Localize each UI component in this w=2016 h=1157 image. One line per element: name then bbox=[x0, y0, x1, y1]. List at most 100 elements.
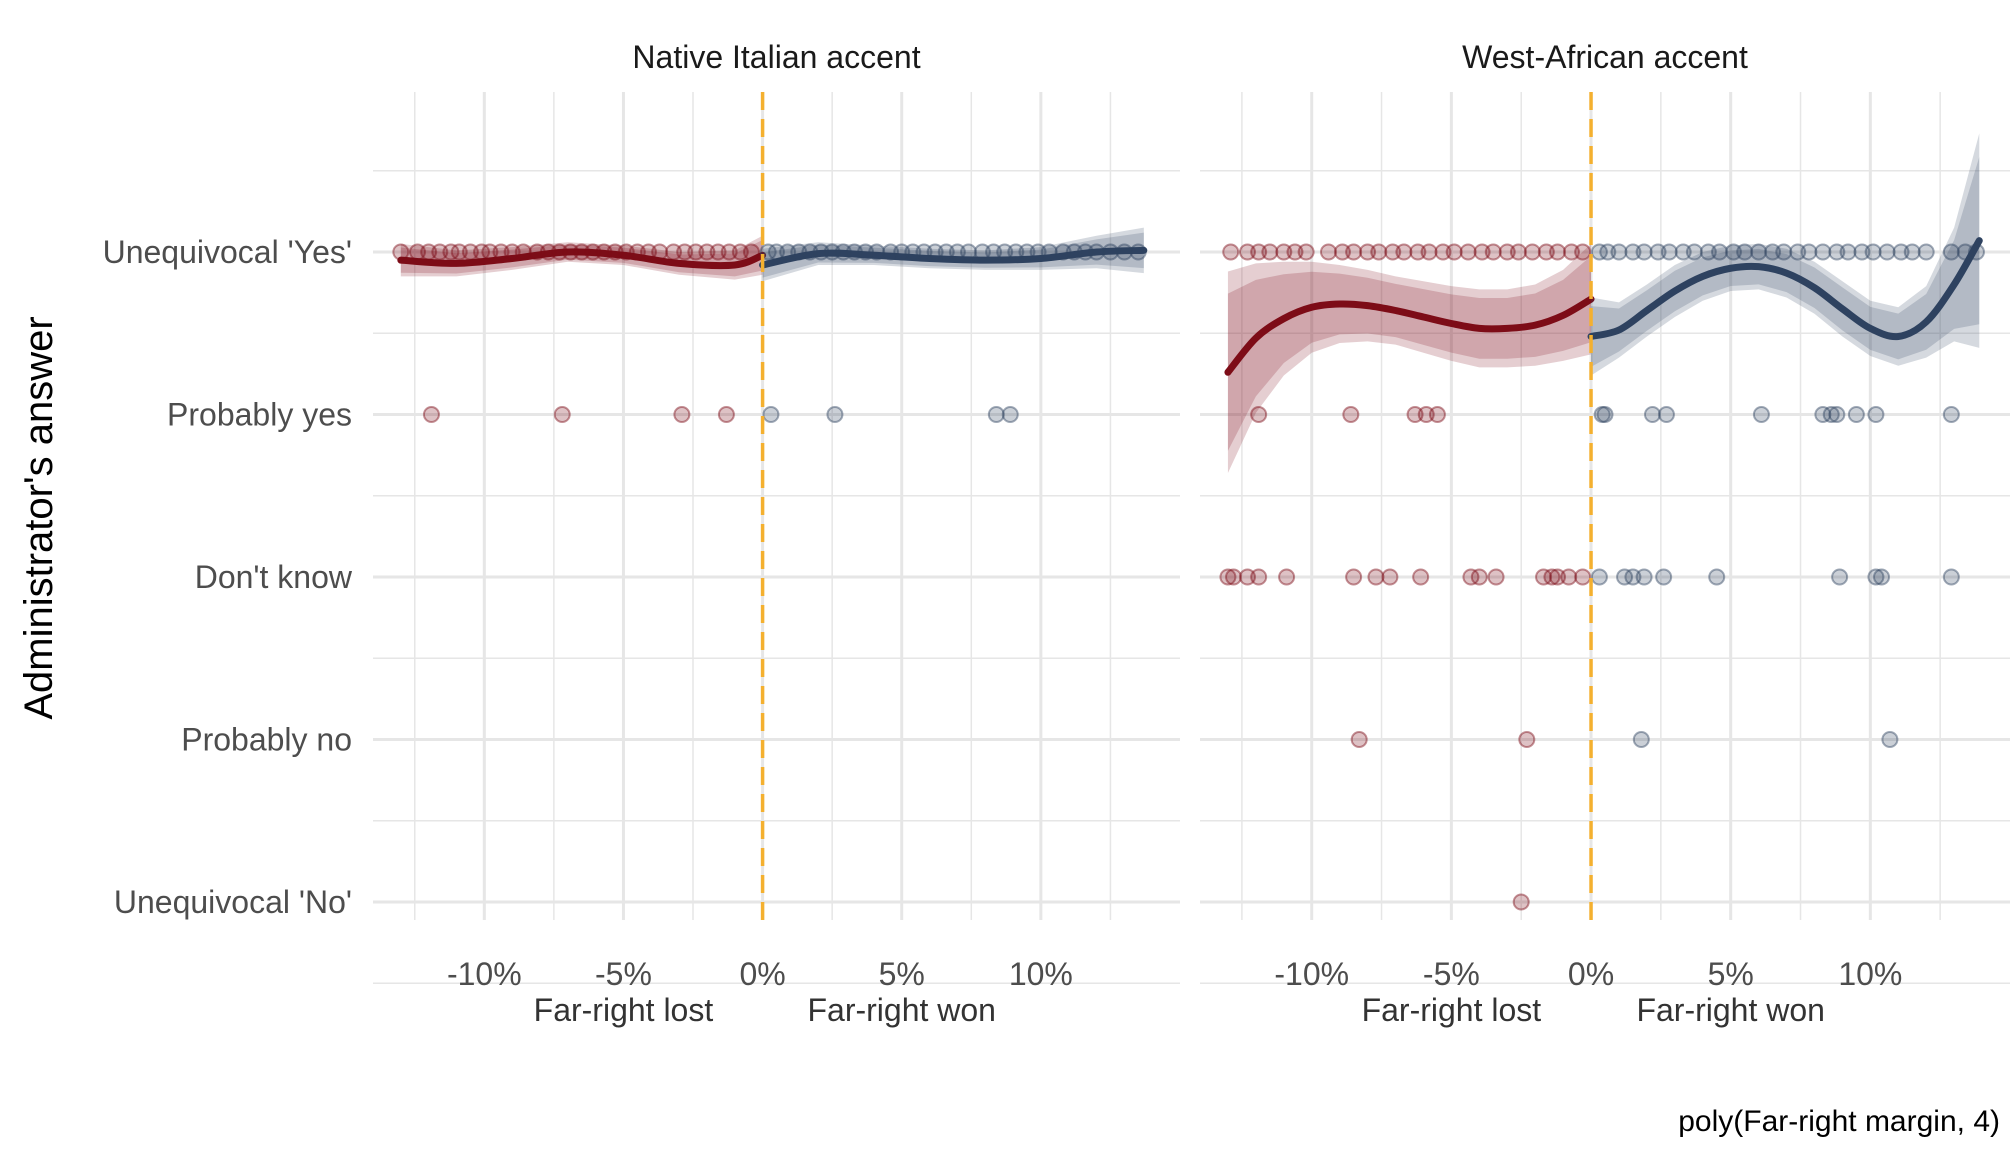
confidence-band-outer bbox=[400, 235, 763, 280]
data-point bbox=[937, 243, 955, 261]
data-point bbox=[1238, 243, 1256, 261]
data-point bbox=[1115, 243, 1133, 261]
fit-line bbox=[1224, 295, 1595, 376]
data-point bbox=[1001, 406, 1019, 423]
data-point bbox=[1814, 406, 1832, 423]
data-point bbox=[673, 406, 691, 423]
x-tick-label: -5% bbox=[595, 956, 652, 992]
data-point bbox=[882, 243, 900, 261]
data-point bbox=[1406, 406, 1424, 423]
data-point bbox=[1822, 406, 1840, 423]
data-point bbox=[481, 243, 499, 261]
facet-panels: Native Italian accent -10% -5% 0% 5% 10% Far-r… bbox=[373, 39, 2010, 1028]
data-point bbox=[392, 243, 410, 261]
data-point bbox=[1417, 406, 1435, 423]
confidence-band-outer bbox=[1591, 133, 1980, 376]
data-point bbox=[1942, 406, 1960, 423]
data-point bbox=[1635, 243, 1653, 261]
data-point bbox=[1076, 243, 1094, 261]
data-point bbox=[904, 243, 922, 261]
data-point bbox=[698, 243, 716, 261]
data-point bbox=[1345, 243, 1363, 261]
data-point bbox=[1535, 568, 1553, 586]
data-point bbox=[1685, 243, 1703, 261]
data-point bbox=[1635, 568, 1653, 586]
facet-title: Native Italian accent bbox=[632, 39, 920, 75]
data-point bbox=[553, 406, 571, 423]
data-point bbox=[539, 243, 557, 261]
fit-line bbox=[397, 248, 767, 270]
data-point bbox=[1864, 243, 1882, 261]
data-point bbox=[1395, 243, 1413, 261]
data-point bbox=[857, 243, 875, 261]
data-point bbox=[1065, 243, 1083, 261]
data-point bbox=[1596, 406, 1614, 423]
data-point bbox=[606, 243, 624, 261]
data-point bbox=[960, 243, 978, 261]
data-point bbox=[1593, 406, 1611, 423]
confidence-band-inner bbox=[762, 232, 1144, 278]
data-point bbox=[1462, 568, 1480, 586]
x-tick-label: 5% bbox=[1708, 956, 1754, 992]
data-point bbox=[1018, 243, 1036, 261]
data-point bbox=[1624, 243, 1642, 261]
data-point bbox=[1967, 243, 1985, 261]
confidence-band-outer bbox=[1227, 243, 1592, 473]
data-point bbox=[550, 243, 568, 261]
data-point bbox=[1537, 243, 1555, 261]
x-tick-label: -10% bbox=[1274, 956, 1349, 992]
data-point bbox=[1764, 243, 1782, 261]
data-point bbox=[1129, 243, 1147, 261]
x-tick-label: 0% bbox=[1568, 956, 1614, 992]
data-point bbox=[1342, 406, 1360, 423]
y-tick-label: Don't know bbox=[195, 559, 353, 595]
data-point bbox=[687, 243, 705, 261]
data-point bbox=[1831, 568, 1849, 586]
data-point bbox=[1319, 243, 1337, 261]
data-point bbox=[492, 243, 510, 261]
x-tick-label: 10% bbox=[1009, 956, 1073, 992]
data-point bbox=[1370, 243, 1388, 261]
data-point bbox=[915, 243, 933, 261]
data-point bbox=[1867, 568, 1885, 586]
data-point bbox=[834, 243, 852, 261]
data-point bbox=[1789, 243, 1807, 261]
confidence-band-inner bbox=[1591, 156, 1980, 367]
data-point bbox=[1350, 731, 1368, 748]
data-point bbox=[1643, 406, 1661, 423]
confidence-band-inner bbox=[400, 240, 763, 277]
data-point bbox=[1219, 568, 1237, 586]
data-point bbox=[1286, 243, 1304, 261]
data-point bbox=[665, 243, 683, 261]
data-point bbox=[823, 243, 841, 261]
data-point bbox=[562, 243, 580, 261]
side-label-won: Far-right won bbox=[1636, 992, 1825, 1028]
y-axis-title: Administrator's answer bbox=[17, 316, 61, 719]
data-point bbox=[595, 243, 613, 261]
data-point bbox=[1367, 568, 1385, 586]
data-point bbox=[1029, 243, 1047, 261]
data-point bbox=[1470, 568, 1488, 586]
x-tick-label: 0% bbox=[739, 956, 785, 992]
data-point bbox=[1250, 568, 1268, 586]
data-point bbox=[1549, 243, 1567, 261]
data-point bbox=[1828, 243, 1846, 261]
data-point bbox=[422, 406, 440, 423]
data-point bbox=[868, 243, 886, 261]
data-point bbox=[1445, 243, 1463, 261]
data-point bbox=[1261, 243, 1279, 261]
data-point bbox=[759, 243, 777, 261]
data-point bbox=[1222, 243, 1240, 261]
data-point bbox=[1847, 406, 1865, 423]
data-point bbox=[461, 243, 479, 261]
data-point bbox=[1616, 568, 1634, 586]
data-point bbox=[651, 243, 669, 261]
data-point bbox=[1711, 243, 1729, 261]
y-tick-label: Unequivocal 'Yes' bbox=[103, 234, 352, 270]
data-point bbox=[1853, 243, 1871, 261]
data-point bbox=[628, 243, 646, 261]
data-point bbox=[1814, 243, 1832, 261]
data-point bbox=[1487, 568, 1505, 586]
data-point bbox=[1775, 243, 1793, 261]
data-point bbox=[1574, 568, 1592, 586]
